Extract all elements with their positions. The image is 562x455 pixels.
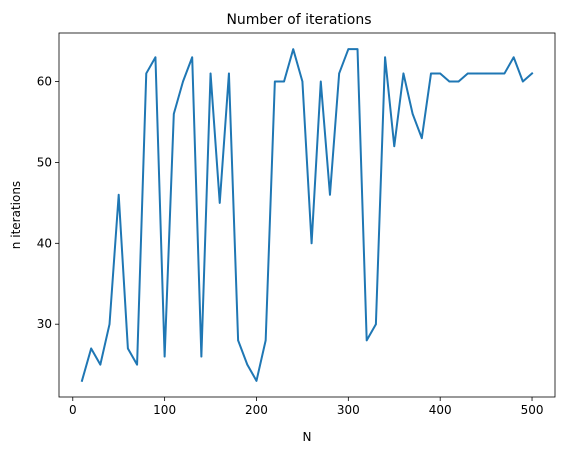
data-point [228, 72, 230, 75]
data-point [246, 363, 249, 366]
data-point [136, 363, 138, 366]
data-point [90, 347, 92, 350]
x-tick-label: 200 [245, 403, 268, 417]
x-axis-label: N [303, 430, 312, 444]
x-axis: 0 100 200 300 400 500 [69, 397, 544, 417]
data-point [338, 72, 340, 75]
data-point [310, 242, 313, 245]
data-point [182, 80, 184, 83]
data-point [466, 72, 469, 75]
data-point [191, 56, 193, 59]
data-point [494, 72, 497, 75]
data-point [108, 323, 111, 326]
x-tick-label: 0 [69, 403, 77, 417]
data-point [457, 80, 460, 83]
data-point [292, 48, 295, 50]
data-point [99, 363, 102, 366]
data-point [154, 56, 157, 59]
x-tick-label: 400 [429, 403, 452, 417]
data-point [283, 80, 285, 83]
data-point [356, 48, 359, 50]
data-point [430, 72, 432, 75]
x-tick-label: 100 [153, 403, 176, 417]
data-point [209, 72, 212, 75]
data-point [200, 355, 203, 358]
data-point [301, 80, 304, 83]
data-point [503, 72, 506, 75]
data-point [365, 339, 368, 342]
data-point [347, 48, 350, 50]
data-point [145, 72, 148, 75]
data-point [255, 380, 258, 382]
series-layer [80, 48, 534, 383]
y-axis: 30 40 50 60 [37, 75, 59, 331]
data-point [375, 323, 377, 326]
data-point [411, 113, 414, 115]
data-point [421, 137, 423, 139]
data-point [274, 80, 276, 83]
data-point [384, 56, 386, 59]
y-tick-label: 60 [37, 75, 52, 89]
data-point [173, 113, 175, 115]
series-line [80, 48, 534, 383]
data-point [522, 80, 524, 83]
data-point [512, 56, 515, 59]
data-point [237, 339, 239, 342]
x-tick-label: 300 [337, 403, 360, 417]
y-axis-label: n iterations [9, 181, 23, 249]
data-point [81, 380, 83, 382]
data-point [402, 72, 405, 75]
data-point [485, 72, 487, 75]
data-point [329, 193, 331, 196]
data-point [476, 72, 478, 75]
chart-title: Number of iterations [226, 12, 371, 28]
data-point [264, 339, 267, 342]
data-point [531, 72, 533, 75]
data-point [218, 202, 221, 204]
data-point [117, 193, 120, 196]
y-tick-label: 50 [37, 155, 52, 169]
y-tick-label: 40 [37, 236, 52, 250]
data-point [319, 80, 322, 83]
data-point [163, 355, 166, 358]
y-tick-label: 30 [37, 317, 52, 331]
data-point [127, 347, 129, 350]
x-tick-label: 500 [521, 403, 544, 417]
plot-frame [58, 32, 556, 398]
data-point [439, 72, 441, 75]
data-point [448, 80, 451, 83]
data-point [393, 145, 396, 148]
